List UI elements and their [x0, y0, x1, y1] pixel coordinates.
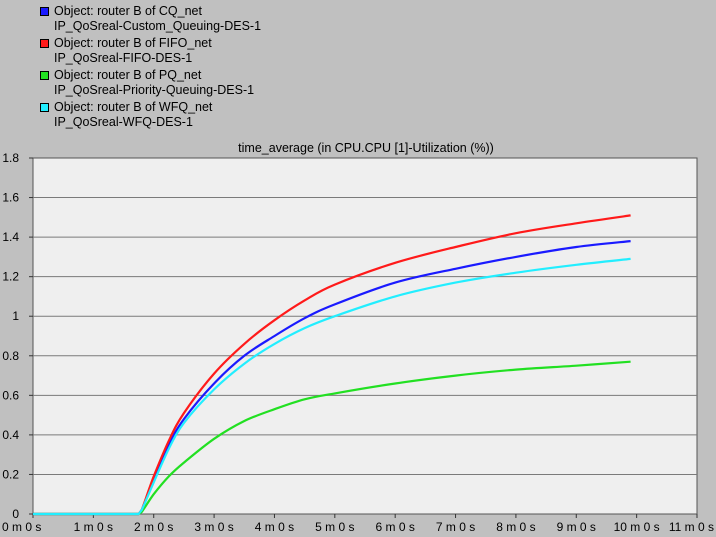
- y-tick-label: 0.6: [2, 388, 19, 402]
- legend-label: Object: router B of FIFO_net: [54, 36, 212, 50]
- legend-sublabel: IP_QoSreal-Priority-Queuing-DES-1: [54, 83, 255, 97]
- x-tick-label: 5 m 0 s: [315, 520, 354, 534]
- y-tick-label: 0: [12, 507, 19, 521]
- legend-sublabel: IP_QoSreal-WFQ-DES-1: [54, 115, 193, 129]
- x-tick-label: 2 m 0 s: [134, 520, 173, 534]
- x-tick-label: 0 m 0 s: [2, 520, 41, 534]
- series-line: [32, 360, 631, 516]
- y-tick-label: 1.4: [2, 230, 19, 244]
- axis-ticks: 0 0.2 0.4 0.6 0.8 1 1.2 1.4 1.6 1.8 0 m 0 s 1 m 0 s…: [2, 151, 714, 534]
- x-tick-label: 10 m 0 s: [614, 520, 660, 534]
- x-tick-label: 4 m 0 s: [255, 520, 294, 534]
- x-tick-label: 11 m 0 s: [669, 520, 714, 534]
- y-tick-label: 0.4: [2, 428, 19, 442]
- legend-sublabel: IP_QoSreal-FIFO-DES-1: [54, 51, 193, 65]
- y-tick-label: 1.2: [2, 270, 19, 284]
- chart-title: time_average (in CPU.CPU [1]-Utilization…: [238, 141, 494, 155]
- x-tick-label: 6 m 0 s: [376, 520, 415, 534]
- y-tick-label: 1.6: [2, 191, 19, 205]
- legend-swatch: [40, 71, 49, 80]
- x-tick-label: 7 m 0 s: [436, 520, 475, 534]
- legend-sublabel: IP_QoSreal-Custom_Queuing-DES-1: [54, 19, 262, 33]
- legend-label: Object: router B of CQ_net: [54, 4, 202, 18]
- x-tick-label: 3 m 0 s: [194, 520, 233, 534]
- y-tick-label: 0.2: [2, 467, 19, 481]
- legend-swatch: [40, 39, 49, 48]
- plot-area: [32, 157, 698, 515]
- grid-lines: [33, 197, 697, 475]
- x-tick-label: 9 m 0 s: [557, 520, 596, 534]
- series-lines: [32, 214, 631, 516]
- x-tick-label: 1 m 0 s: [74, 520, 113, 534]
- legend-swatch: [40, 7, 49, 16]
- y-tick-label: 0.8: [2, 349, 19, 363]
- y-tick-label: 1.8: [2, 151, 19, 165]
- x-tick-label: 8 m 0 s: [496, 520, 535, 534]
- series-line: [32, 257, 631, 516]
- legend-swatch: [40, 103, 49, 112]
- y-tick-label: 1: [12, 309, 19, 323]
- legend-label: Object: router B of PQ_net: [54, 68, 202, 82]
- legend-label: Object: router B of WFQ_net: [54, 100, 213, 114]
